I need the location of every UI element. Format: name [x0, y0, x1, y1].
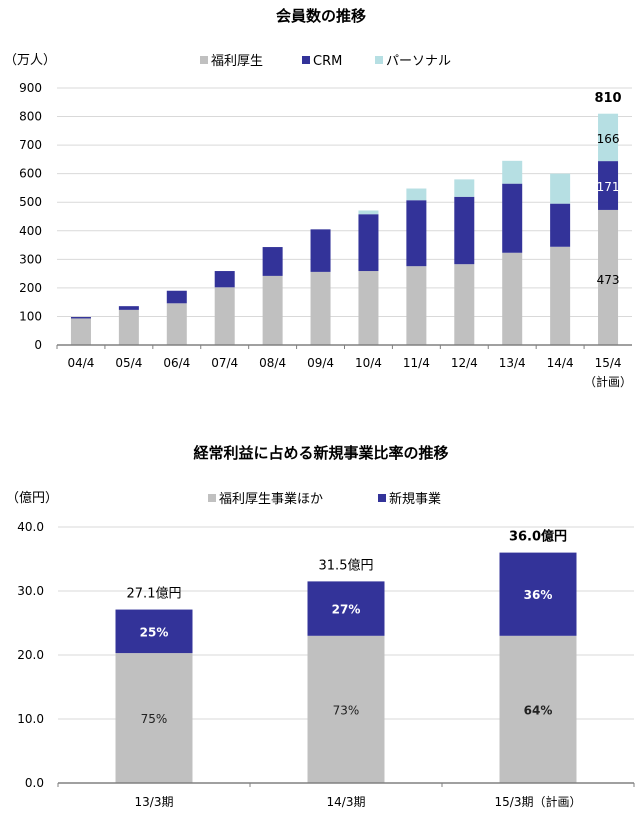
bar-segment	[70, 317, 91, 319]
data-label-percent: 27%	[332, 603, 361, 617]
bar-segment	[406, 266, 427, 345]
bar-segment	[598, 209, 619, 345]
x-tick-label: 13/3期	[135, 795, 174, 809]
bar-segment	[406, 188, 427, 201]
bar-segment	[358, 210, 379, 215]
bar-segment	[550, 173, 571, 204]
data-label-personal: 166	[597, 132, 620, 146]
y-tick-label: 400	[19, 224, 42, 238]
data-label-crm: 171	[597, 180, 620, 194]
data-label-percent: 25%	[140, 625, 169, 639]
x-tick-label: 06/4	[163, 356, 190, 370]
y-tick-label: 500	[19, 195, 42, 209]
total-label: 36.0億円	[509, 529, 567, 545]
bar-segment	[262, 247, 283, 276]
x-tick-label: 12/4	[451, 356, 478, 370]
y-tick-label: 40.0	[17, 520, 44, 534]
bar-segment	[502, 160, 523, 184]
bar-segment	[502, 183, 523, 253]
bar-segment	[502, 252, 523, 345]
y-tick-label: 10.0	[17, 712, 44, 726]
bar-segment	[70, 318, 91, 345]
legend-swatch	[375, 56, 383, 64]
x-tick-label: 07/4	[211, 356, 238, 370]
bar-segment	[550, 203, 571, 247]
y-tick-label: 600	[19, 167, 42, 181]
data-label-fukuri: 473	[597, 273, 620, 287]
x-tick-label: 09/4	[307, 356, 334, 370]
bar-segment	[310, 271, 331, 345]
bar-segment	[118, 309, 139, 345]
y-tick-label: 30.0	[17, 584, 44, 598]
legend-swatch	[378, 494, 386, 502]
bar-segment	[166, 303, 187, 345]
x-tick-label: 11/4	[403, 356, 430, 370]
bar-segment	[358, 271, 379, 345]
x-tick-label: 13/4	[499, 356, 526, 370]
legend-swatch	[208, 494, 216, 502]
bar-segment	[358, 214, 379, 272]
total-label: 31.5億円	[319, 557, 374, 573]
bar-segment	[499, 552, 577, 636]
bar-segment	[118, 306, 139, 310]
bar-segment	[550, 246, 571, 345]
x-tick-label: 04/4	[67, 356, 94, 370]
bar-segment	[598, 113, 619, 162]
data-label-percent: 64%	[524, 703, 553, 717]
y-axis-unit: （万人）	[4, 53, 56, 68]
chart-title: 経常利益に占める新規事業比率の推移	[193, 444, 448, 462]
legend-swatch	[200, 56, 208, 64]
total-label: 27.1億円	[127, 586, 182, 602]
bar-segment	[115, 653, 193, 783]
legend-label: 福利厚生	[211, 54, 263, 69]
bar-segment	[598, 161, 619, 210]
legend-label: パーソナル	[386, 54, 451, 69]
bar-segment	[307, 581, 385, 636]
x-tick-label: 14/3期	[327, 795, 366, 809]
bar-segment	[310, 229, 331, 272]
y-tick-label: 300	[19, 252, 42, 266]
legend-label: 新規事業	[389, 491, 441, 507]
x-tick-label: 15/3期（計画）	[495, 794, 582, 809]
bar-segment	[214, 287, 235, 345]
legend-swatch	[302, 56, 310, 64]
bar-segment	[214, 271, 235, 288]
x-tick-sublabel: （計画）	[584, 374, 632, 389]
data-label-percent: 75%	[141, 712, 168, 726]
bar-segment	[307, 635, 385, 783]
y-tick-label: 100	[19, 309, 42, 323]
chart-title: 会員数の推移	[276, 7, 366, 25]
legend-label: CRM	[313, 54, 342, 69]
bar-segment	[115, 609, 193, 654]
x-tick-label: 10/4	[355, 356, 382, 370]
bar-segment	[499, 635, 577, 783]
y-tick-label: 900	[19, 81, 42, 95]
legend-label: 福利厚生事業ほか	[219, 491, 323, 507]
y-tick-label: 0.0	[25, 776, 44, 790]
y-tick-label: 200	[19, 281, 42, 295]
y-tick-label: 20.0	[17, 648, 44, 662]
bar-segment	[454, 179, 475, 197]
y-tick-label: 800	[19, 110, 42, 124]
data-label-percent: 73%	[333, 703, 360, 717]
x-tick-label: 15/4	[595, 356, 622, 370]
x-tick-label: 14/4	[547, 356, 574, 370]
data-label-percent: 36%	[524, 588, 553, 602]
bar-segment	[454, 196, 475, 265]
x-tick-label: 05/4	[115, 356, 142, 370]
bar-segment	[454, 264, 475, 345]
y-tick-label: 700	[19, 138, 42, 152]
bar-segment	[406, 200, 427, 267]
bar-segment	[166, 290, 187, 304]
y-axis-unit: （億円）	[6, 490, 58, 506]
total-label: 810	[594, 91, 621, 106]
bar-segment	[262, 275, 283, 345]
y-tick-label: 0	[34, 338, 42, 352]
x-tick-label: 08/4	[259, 356, 286, 370]
